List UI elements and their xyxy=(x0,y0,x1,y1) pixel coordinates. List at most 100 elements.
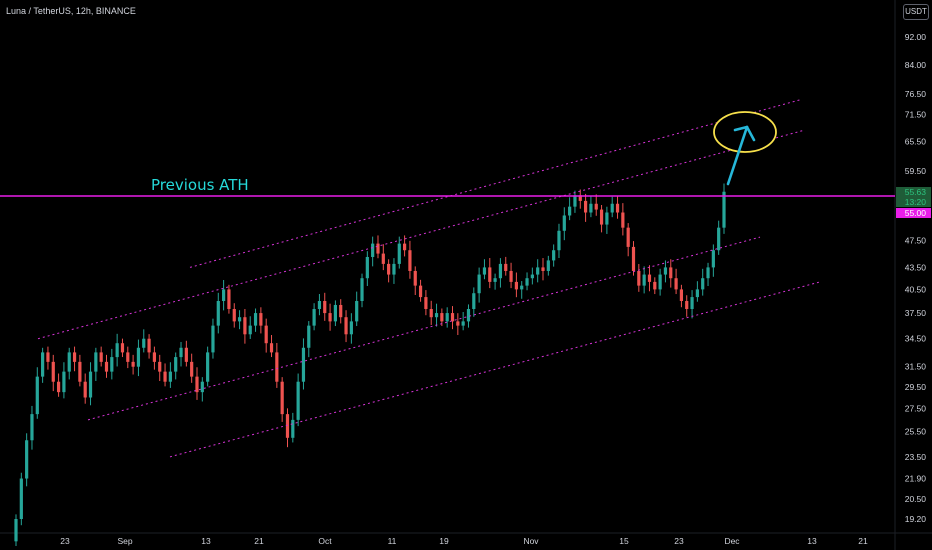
candle-body xyxy=(339,304,343,318)
candle-body xyxy=(301,347,306,382)
candle-body xyxy=(216,301,220,326)
candle-body xyxy=(669,267,673,279)
candle-body xyxy=(344,317,348,335)
candle-body xyxy=(104,361,109,372)
candle-body xyxy=(498,263,503,279)
candle-body xyxy=(408,250,412,271)
candle-body xyxy=(307,325,311,348)
candle-body xyxy=(504,263,508,271)
candle-body xyxy=(413,270,417,286)
candle-body xyxy=(168,371,172,382)
candle-body xyxy=(248,325,252,335)
candle-body xyxy=(679,289,684,302)
candle-body xyxy=(14,519,18,542)
candle-body xyxy=(296,381,300,420)
candle-body xyxy=(461,321,465,326)
candle-body xyxy=(264,325,268,344)
candle-body xyxy=(35,376,39,415)
candle-body xyxy=(355,301,359,322)
candle-body xyxy=(568,206,572,216)
candlestick-series xyxy=(14,183,726,546)
candle-body xyxy=(573,195,577,207)
candle-body xyxy=(222,289,226,302)
x-axis[interactable]: 23 Sep 13 21 Oct 11 19 Nov 15 23 Dec 13 21 xyxy=(60,536,868,546)
y-tick-label: 92.00 xyxy=(905,32,927,42)
candle-body xyxy=(642,274,646,286)
candle-body xyxy=(349,321,353,335)
y-axis[interactable]: 92.00 84.00 76.50 71.50 65.50 59.50 47.50 43.50… xyxy=(905,32,927,524)
candle-body xyxy=(450,313,455,322)
candle-body xyxy=(110,357,114,372)
candle-body xyxy=(647,274,652,282)
candle-body xyxy=(429,308,433,318)
candle-body xyxy=(722,191,726,228)
candle-body xyxy=(552,250,556,261)
candle-body xyxy=(663,267,668,275)
chart-title: Luna / TetherUS, 12h, BINANCE xyxy=(6,6,136,16)
candle-body xyxy=(142,338,146,348)
y-tick-label: 23.50 xyxy=(905,452,927,462)
candle-body xyxy=(546,260,550,271)
candle-body xyxy=(424,297,428,309)
x-tick-label: 23 xyxy=(674,536,684,546)
x-tick-label: 19 xyxy=(439,536,449,546)
candle-body xyxy=(482,267,487,275)
price-label-box xyxy=(896,208,931,218)
channel-lower-outer-line xyxy=(169,281,821,458)
candle-body xyxy=(706,267,710,279)
y-tick-label: 43.50 xyxy=(905,262,927,272)
x-tick-label: Nov xyxy=(523,536,539,546)
candle-body xyxy=(557,230,561,251)
y-tick-label: 19.20 xyxy=(905,514,927,524)
candle-body xyxy=(610,203,614,213)
candle-body xyxy=(253,313,258,326)
channel-lower-line xyxy=(87,236,761,421)
candle-body xyxy=(488,267,492,282)
candle-body xyxy=(605,212,609,225)
y-tick-label: 34.50 xyxy=(905,334,927,344)
candle-body xyxy=(19,478,23,519)
candle-body xyxy=(376,243,380,254)
y-tick-label: 65.50 xyxy=(905,137,927,147)
candle-body xyxy=(72,352,77,362)
y-tick-label: 47.50 xyxy=(905,235,927,245)
x-tick-label: 13 xyxy=(807,536,817,546)
candle-body xyxy=(440,313,444,322)
y-tick-label: 31.50 xyxy=(905,362,927,372)
x-tick-label: Dec xyxy=(724,536,740,546)
candle-body xyxy=(126,352,130,362)
x-tick-label: 21 xyxy=(254,536,264,546)
candle-body xyxy=(280,381,284,415)
candle-body xyxy=(509,270,513,282)
x-tick-label: Sep xyxy=(117,536,132,546)
candle-body xyxy=(701,278,705,290)
candle-body xyxy=(206,352,210,382)
y-tick-label: 71.50 xyxy=(905,110,927,120)
candle-body xyxy=(365,256,369,279)
candle-body xyxy=(88,371,93,398)
candle-body xyxy=(312,308,316,326)
candle-body xyxy=(631,246,636,271)
candle-body xyxy=(131,361,135,367)
y-tick-label: 29.50 xyxy=(905,382,927,392)
x-tick-label: Oct xyxy=(318,536,332,546)
candle-body xyxy=(711,250,715,268)
currency-selector[interactable]: USDT xyxy=(903,4,929,20)
y-tick-label: 59.50 xyxy=(905,166,927,176)
candle-body xyxy=(717,227,721,251)
candle-body xyxy=(653,281,657,290)
candle-body xyxy=(514,281,518,290)
candle-body xyxy=(78,361,82,382)
candle-body xyxy=(200,381,204,393)
candle-body xyxy=(56,381,61,393)
candle-body xyxy=(115,343,119,358)
candle-body xyxy=(179,347,183,358)
candle-body xyxy=(62,371,66,393)
price-label-text: 55.00 xyxy=(905,208,927,218)
candle-body xyxy=(387,263,391,275)
x-tick-label: 13 xyxy=(201,536,211,546)
candle-body xyxy=(397,243,401,264)
price-label-box xyxy=(896,187,931,197)
